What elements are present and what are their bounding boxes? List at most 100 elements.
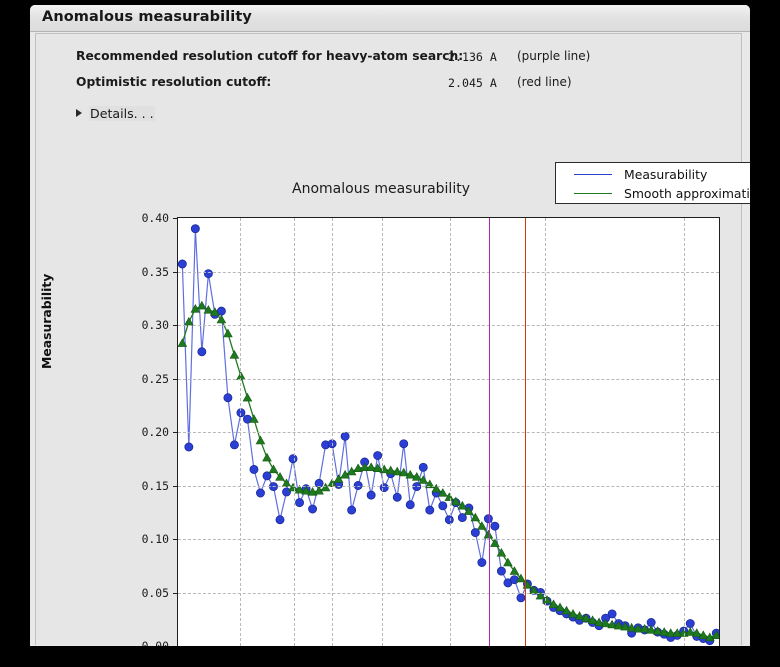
data-point bbox=[568, 608, 578, 618]
data-point bbox=[281, 478, 292, 488]
data-point bbox=[438, 501, 448, 511]
data-point bbox=[392, 466, 403, 476]
y-tick-label: 0.05 bbox=[141, 585, 169, 600]
data-point bbox=[288, 482, 298, 492]
info-row-optimistic-cutoff: Optimistic resolution cutoff: 2.045 A (r… bbox=[36, 75, 741, 95]
data-point bbox=[516, 593, 526, 603]
data-point bbox=[672, 628, 683, 637]
data-point bbox=[620, 621, 630, 631]
data-point bbox=[483, 514, 493, 524]
data-point bbox=[412, 482, 422, 492]
data-point bbox=[379, 464, 390, 474]
data-point bbox=[411, 472, 422, 481]
y-tick-label: 0.00 bbox=[141, 639, 169, 646]
data-point bbox=[295, 498, 304, 508]
data-point bbox=[288, 454, 298, 464]
y-tick-label: 0.20 bbox=[141, 425, 169, 439]
data-point bbox=[242, 392, 253, 402]
data-point bbox=[607, 609, 617, 619]
data-point bbox=[516, 573, 526, 583]
data-point bbox=[223, 328, 233, 338]
data-point bbox=[659, 627, 670, 636]
legend-label: Smooth approximation bbox=[624, 185, 750, 201]
info-value: 2.045 A bbox=[448, 76, 497, 90]
data-point bbox=[399, 439, 409, 449]
data-point bbox=[496, 547, 507, 557]
data-point bbox=[307, 487, 318, 496]
data-point bbox=[490, 521, 500, 531]
data-point bbox=[269, 482, 278, 492]
data-point bbox=[366, 490, 376, 500]
data-point bbox=[340, 431, 350, 441]
data-point bbox=[366, 462, 376, 471]
data-point bbox=[379, 483, 389, 493]
data-point bbox=[451, 496, 461, 506]
data-point bbox=[535, 590, 546, 600]
data-point bbox=[613, 620, 624, 630]
y-tick-mark bbox=[173, 432, 177, 433]
data-point bbox=[470, 512, 481, 522]
data-point bbox=[282, 487, 291, 497]
data-point bbox=[425, 505, 435, 515]
data-point bbox=[197, 300, 207, 310]
y-tick-mark bbox=[173, 271, 177, 273]
details-disclosure[interactable]: Details. . . bbox=[76, 104, 155, 122]
data-series-layer bbox=[178, 224, 719, 646]
plot-area bbox=[177, 217, 720, 646]
data-point bbox=[639, 623, 650, 633]
data-point bbox=[652, 626, 663, 635]
data-point bbox=[262, 452, 272, 462]
data-point bbox=[685, 627, 696, 636]
data-point bbox=[294, 484, 305, 494]
data-point bbox=[626, 622, 637, 632]
data-point bbox=[691, 628, 702, 637]
data-point bbox=[665, 628, 676, 637]
data-point bbox=[262, 471, 272, 481]
series-line-measurability bbox=[181, 228, 717, 642]
data-point bbox=[587, 615, 598, 624]
data-point bbox=[275, 515, 285, 525]
series-line-smooth-approximation bbox=[181, 304, 717, 639]
data-point bbox=[353, 481, 363, 490]
data-point bbox=[646, 625, 656, 634]
data-point bbox=[711, 630, 719, 639]
data-point bbox=[210, 307, 220, 316]
data-point bbox=[373, 451, 383, 460]
data-point bbox=[574, 611, 585, 620]
legend-entry-smooth-approximation: Smooth approximation bbox=[556, 183, 750, 203]
data-point bbox=[698, 630, 709, 639]
data-point bbox=[607, 619, 617, 629]
data-point bbox=[431, 483, 442, 493]
data-point bbox=[190, 224, 200, 234]
data-point bbox=[190, 304, 201, 313]
recommended-cutoff-line bbox=[489, 218, 491, 646]
legend-swatch-green-line-icon bbox=[574, 192, 612, 194]
data-point bbox=[444, 515, 454, 525]
data-point bbox=[542, 595, 552, 604]
data-point bbox=[236, 371, 246, 381]
data-point bbox=[457, 513, 467, 523]
y-tick-mark bbox=[173, 592, 177, 594]
data-point bbox=[353, 463, 363, 473]
y-tick-mark bbox=[173, 325, 177, 326]
window-titlebar: Anomalous measurability bbox=[30, 5, 750, 32]
data-point bbox=[255, 435, 266, 445]
data-point bbox=[437, 488, 448, 497]
data-point bbox=[346, 466, 357, 476]
data-point bbox=[178, 338, 188, 347]
data-point bbox=[359, 462, 370, 471]
data-point bbox=[529, 585, 539, 595]
data-point bbox=[477, 521, 487, 530]
data-point bbox=[555, 602, 565, 612]
data-point bbox=[347, 505, 357, 515]
data-point bbox=[496, 566, 506, 576]
chart-legend: Measurability Smooth approximation bbox=[555, 162, 750, 204]
data-point bbox=[275, 472, 285, 481]
data-point bbox=[392, 492, 402, 502]
data-point bbox=[203, 269, 213, 279]
data-point bbox=[418, 475, 429, 484]
info-value: 2.136 A bbox=[448, 50, 497, 64]
data-point bbox=[405, 469, 416, 479]
data-point bbox=[424, 479, 435, 489]
